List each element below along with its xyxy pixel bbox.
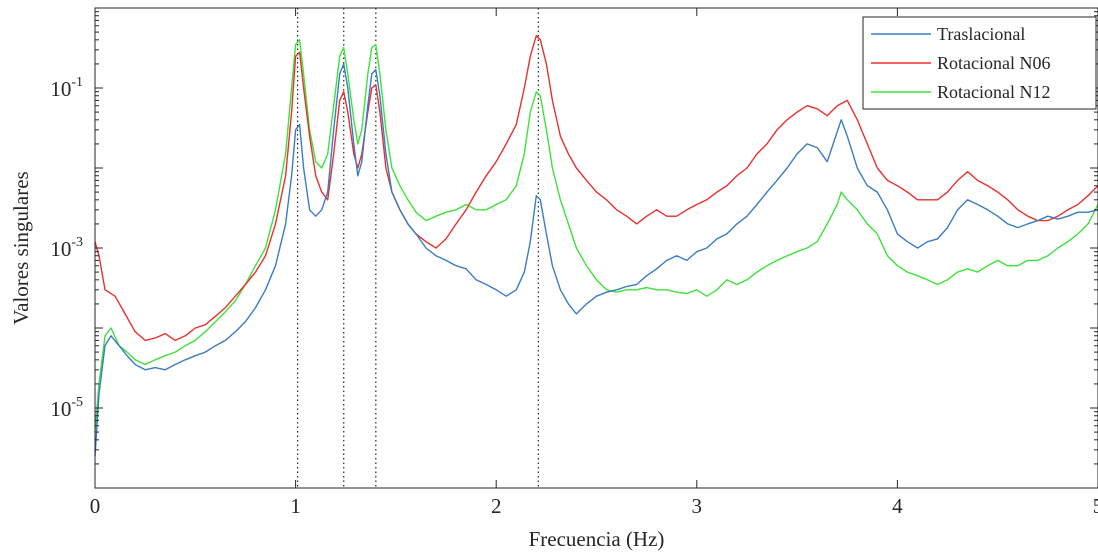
series-line-1: [94, 35, 1098, 342]
legend: Traslacional Rotacional N06 Rotacional N12: [862, 16, 1097, 110]
y-axis-label: Valores singulares: [9, 171, 33, 324]
x-tick-label-3: 3: [692, 494, 703, 518]
x-axis-label: Frecuencia (Hz): [529, 527, 665, 551]
y-tick-label-1: 10-3: [50, 235, 83, 261]
x-tick-label-5: 5: [1093, 494, 1098, 518]
y-tick-label-0: 10-5: [50, 395, 83, 421]
series-line-2: [94, 39, 1098, 433]
series-lines: [94, 35, 1098, 457]
x-tick-label-4: 4: [892, 494, 903, 518]
series-line-0: [94, 63, 1098, 457]
reference-lines: [297, 8, 539, 488]
legend-label-2: Rotacional N12: [937, 82, 1050, 102]
legend-label-0: Traslacional: [937, 24, 1025, 44]
axis-ticks: 0 1 2 3 4 5 10-5 10-3 10-1: [50, 7, 1098, 518]
x-tick-label-0: 0: [90, 494, 101, 518]
y-tick-label-2: 10-1: [50, 75, 83, 101]
x-tick-label-1: 1: [290, 494, 301, 518]
x-tick-label-2: 2: [491, 494, 502, 518]
legend-label-1: Rotacional N06: [937, 53, 1050, 73]
